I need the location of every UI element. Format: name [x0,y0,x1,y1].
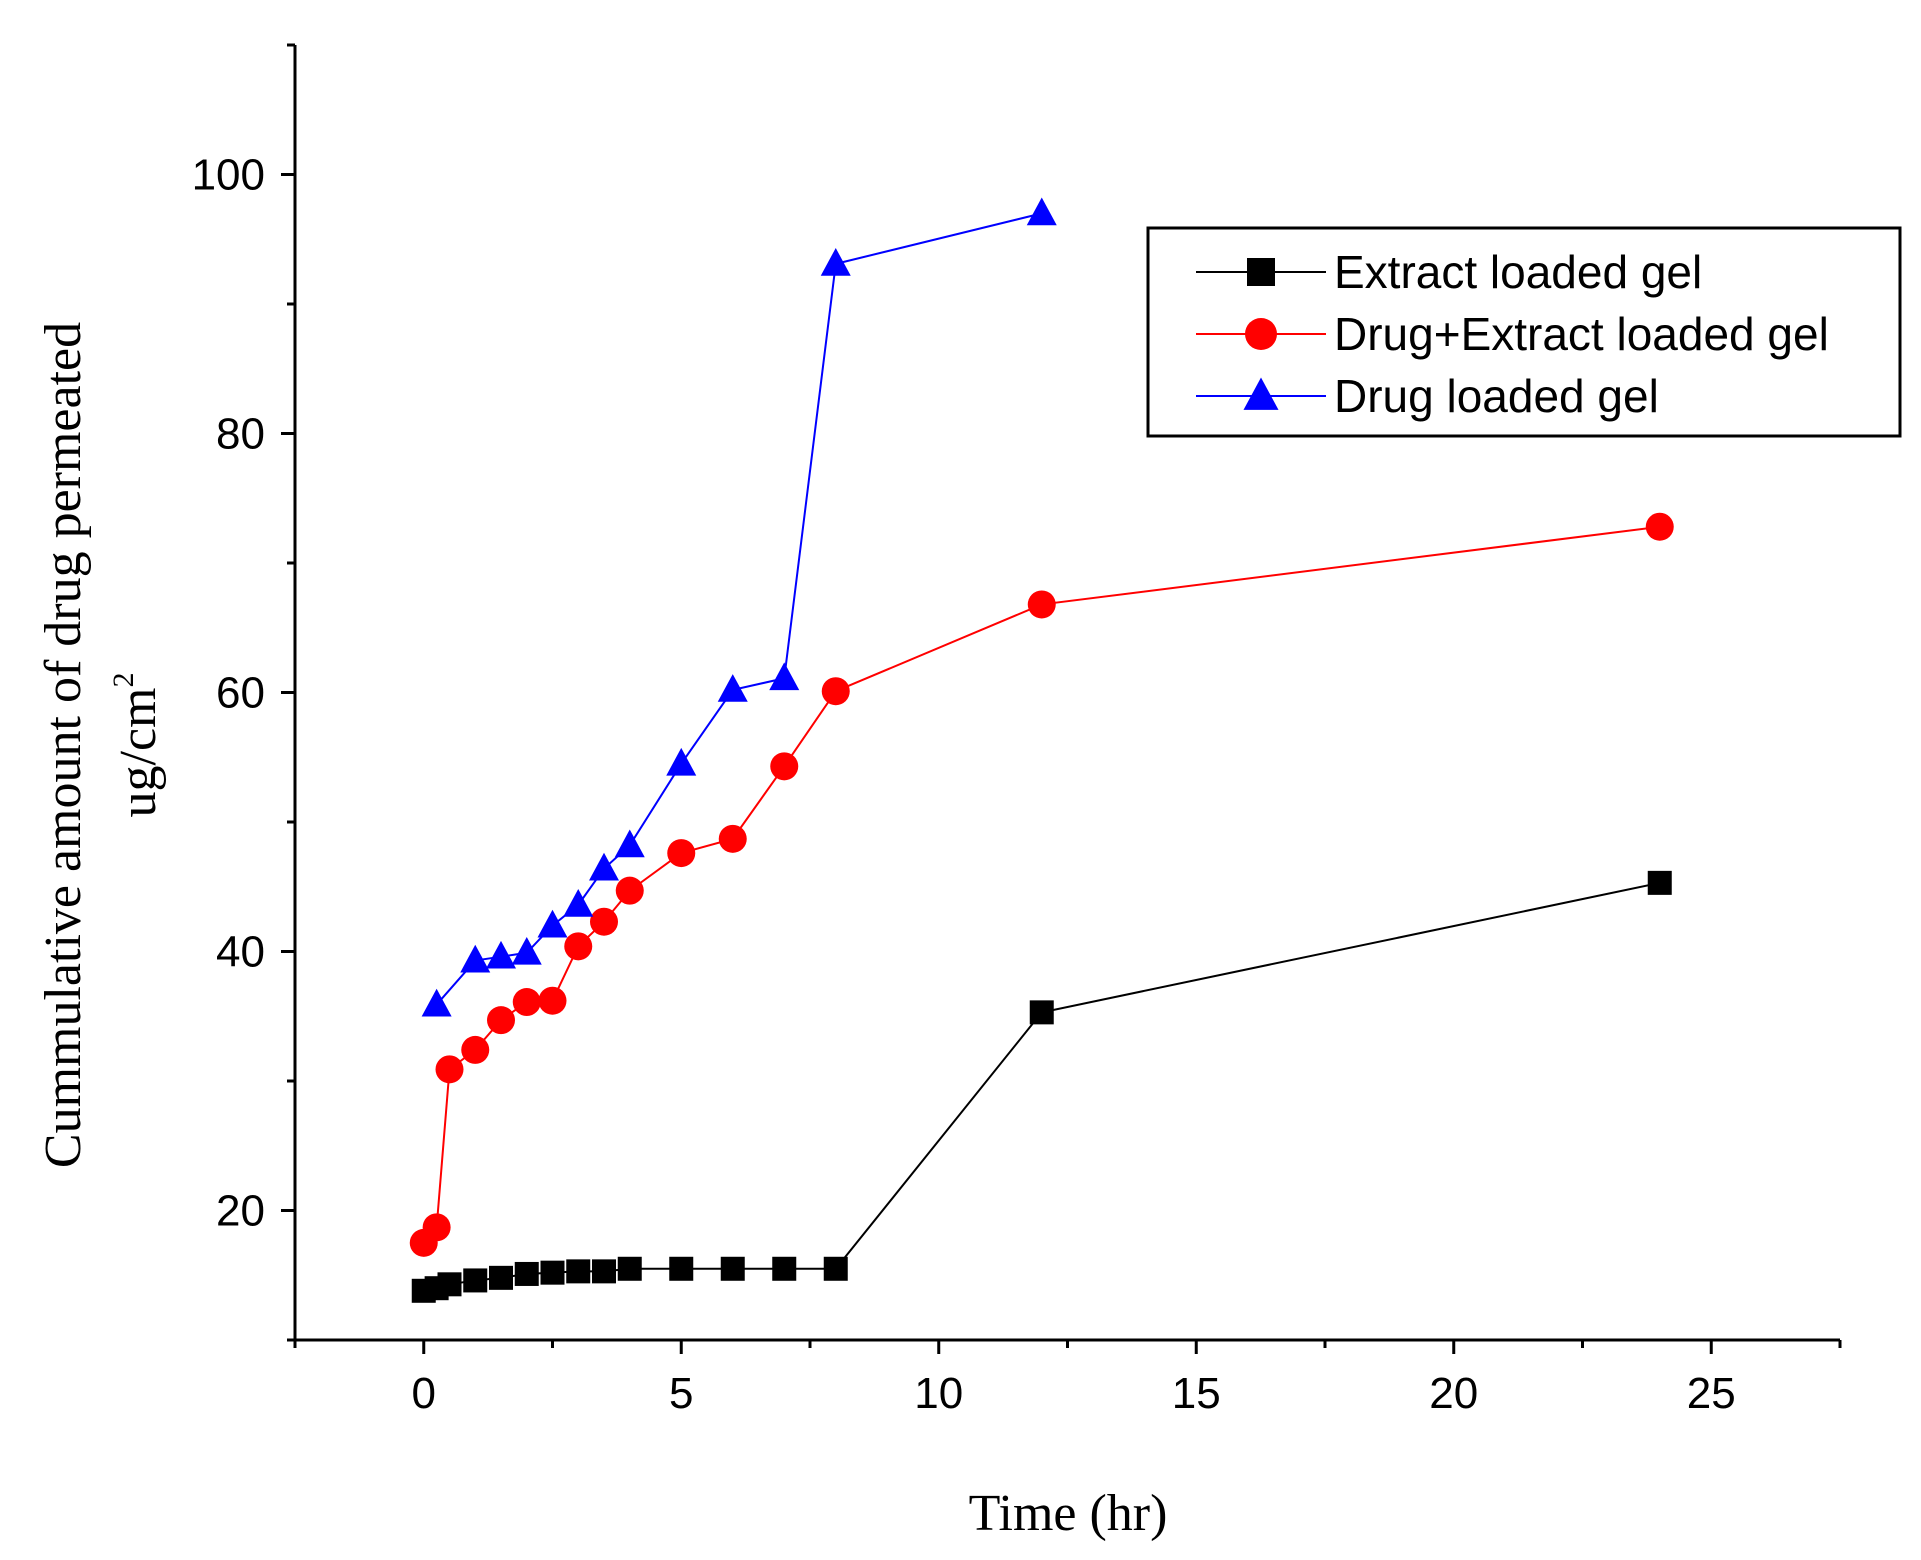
data-point [460,944,491,973]
data-point [537,909,568,938]
series-circle [409,512,1674,1257]
x-tick-label: 25 [1687,1369,1736,1418]
legend-marker [1243,377,1279,410]
legend-item: Extract loaded gel [1196,246,1702,298]
data-point [563,889,594,917]
x-tick-label: 20 [1429,1369,1478,1418]
y-tick-label: 80 [216,410,265,459]
data-point [487,1006,515,1035]
y-tick-label: 20 [216,1187,265,1236]
data-point [435,1055,464,1084]
data-point [615,876,644,905]
data-point [772,1256,797,1281]
data-point [1029,1000,1054,1025]
data-point [514,1261,539,1286]
data-point [540,1260,565,1285]
series-square [411,870,1672,1303]
x-tick-label: 5 [669,1369,693,1418]
series-line [435,212,1042,1006]
data-point [566,1259,591,1284]
data-point [538,986,567,1015]
data-point [589,852,619,881]
data-point [666,747,697,776]
series-line [423,881,1660,1292]
data-point [614,829,645,858]
y-tick-label: 60 [216,669,265,718]
data-point [463,1268,488,1293]
data-point [667,839,696,868]
data-point [617,1256,642,1281]
y-axis-unit-superscript: 2 [107,673,140,688]
data-point [590,907,618,936]
y-axis-unit: ug/cm [110,688,167,818]
legend: Extract loaded gel Drug+Extract loaded ge… [1146,226,1902,438]
series-triangle [421,197,1057,1017]
data-point [769,662,800,691]
data-point [669,1256,694,1281]
data-point [770,752,799,781]
data-point [717,674,748,702]
data-point [592,1259,616,1284]
legend-label: Drug+Extract loaded gel [1334,308,1829,360]
y-axis-title-line1: Cummulative amount of drug permeated [35,322,92,1168]
data-point [718,824,747,853]
data-point [421,988,452,1017]
data-point [821,677,850,706]
data-point [512,988,541,1017]
y-axis-title-line2: ug/cm2 [107,673,167,818]
x-tick-label: 0 [412,1369,436,1418]
legend-label: Extract loaded gel [1334,246,1702,298]
data-point [1645,512,1674,541]
legend-item: Drug loaded gel [1196,370,1659,422]
legend-label: Drug loaded gel [1334,370,1659,422]
data-point [486,940,516,969]
y-tick-label: 100 [192,151,265,200]
data-point [564,932,593,961]
data-point [820,248,851,276]
data-point [422,1213,451,1242]
series-layer [409,197,1674,1303]
legend-marker [1247,258,1275,286]
y-axis-title: Cummulative amount of drug permeated ug/… [35,322,167,1168]
data-point [1027,590,1056,619]
data-point [1647,870,1672,895]
data-point [511,936,542,965]
data-point [720,1256,745,1281]
axes: 0 5 10 15 20 25 20 40 60 80 100 [192,43,1842,1418]
data-point [461,1035,490,1064]
legend-item: Drug+Extract loaded gel [1196,308,1829,360]
x-tick-label: 10 [914,1369,963,1418]
data-point [437,1272,462,1297]
data-point [489,1265,513,1290]
y-tick-label: 40 [216,928,265,977]
legend-marker [1245,318,1277,350]
data-point [823,1256,848,1281]
x-axis-title: Time (hr) [969,1485,1168,1542]
data-point [1026,197,1057,226]
x-tick-label: 15 [1172,1369,1221,1418]
series-line [422,525,1660,1244]
